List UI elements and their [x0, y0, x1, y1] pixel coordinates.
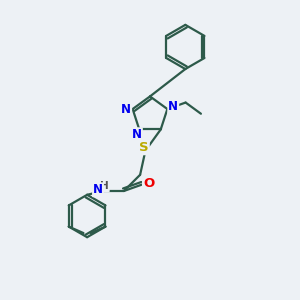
Text: N: N — [132, 128, 142, 141]
Text: N: N — [93, 183, 103, 196]
Text: N: N — [168, 100, 178, 113]
Text: S: S — [139, 141, 149, 154]
Text: N: N — [121, 103, 131, 116]
Text: O: O — [143, 176, 154, 190]
Text: H: H — [100, 181, 109, 191]
